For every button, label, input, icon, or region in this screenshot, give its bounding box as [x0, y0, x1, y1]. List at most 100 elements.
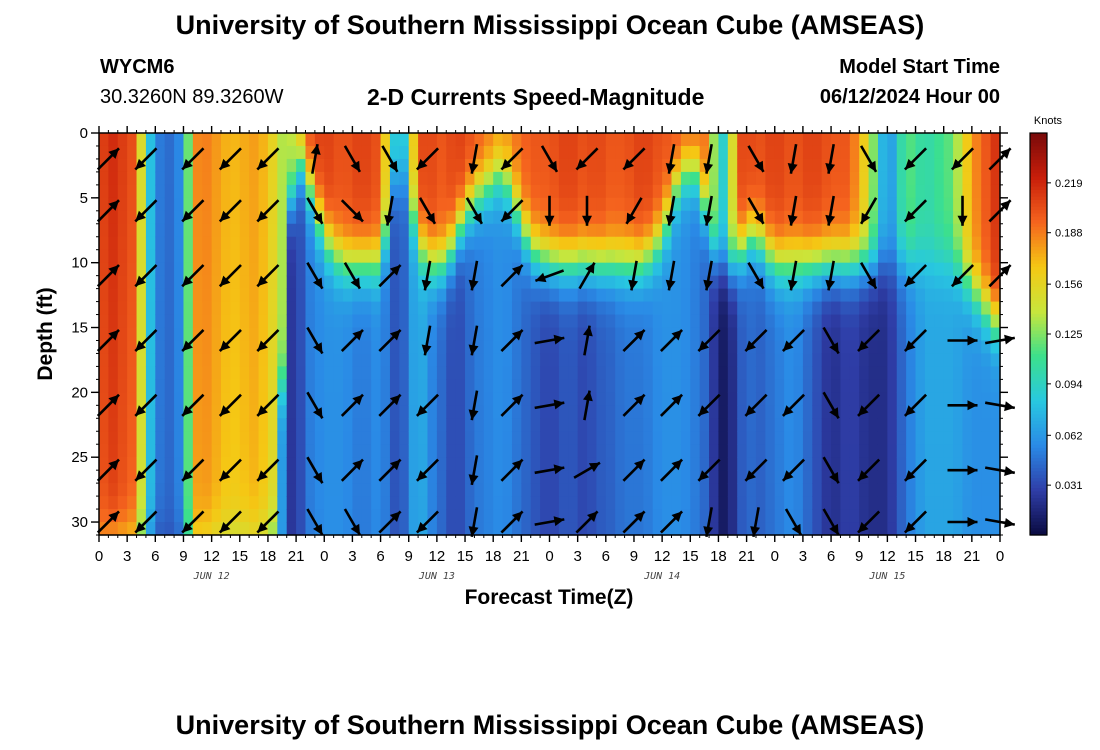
heatmap-cell	[877, 353, 888, 368]
heatmap-cell	[305, 158, 316, 173]
heatmap-cell	[127, 340, 138, 355]
heatmap-cell	[380, 392, 391, 406]
heatmap-cell	[605, 171, 616, 186]
heatmap-cell	[990, 366, 1001, 380]
heatmap-cell	[408, 470, 419, 484]
current-vector-arrow	[378, 264, 402, 288]
heatmap-cell	[389, 431, 400, 445]
heatmap-cell	[605, 197, 616, 212]
heatmap-cell	[380, 483, 391, 497]
heatmap-cell	[202, 418, 213, 432]
vector-head	[388, 160, 398, 172]
heatmap-cell	[549, 314, 560, 329]
heatmap-cell	[755, 262, 766, 277]
heatmap-cell	[699, 288, 710, 303]
heatmap-cell	[483, 418, 494, 432]
heatmap-cell	[408, 262, 419, 277]
heatmap-cell	[709, 301, 720, 316]
heatmap-cell	[765, 522, 776, 536]
heatmap-cell	[981, 431, 992, 445]
current-vector-arrow	[415, 510, 440, 534]
heatmap-cell	[352, 262, 363, 277]
heatmap-cell	[314, 262, 325, 277]
heatmap-cell	[127, 314, 138, 329]
heatmap-cell	[296, 405, 307, 419]
heatmap-cell	[436, 496, 447, 510]
heatmap-cell	[915, 171, 926, 186]
colorbar-segment	[1030, 524, 1047, 529]
heatmap-cell	[361, 171, 372, 186]
heatmap-cell	[784, 171, 795, 186]
heatmap-cell	[493, 366, 504, 380]
heatmap-cell	[521, 418, 532, 432]
current-vector-arrow	[534, 334, 565, 345]
heatmap-cell	[408, 418, 419, 432]
vector-head	[703, 163, 714, 174]
heatmap-cell	[324, 133, 335, 147]
heatmap-cell	[709, 197, 720, 212]
heatmap-cell	[896, 444, 907, 458]
heatmap-cell	[680, 133, 691, 147]
heatmap-cell	[117, 353, 128, 368]
heatmap-cell	[877, 249, 888, 264]
heatmap-cell	[380, 522, 391, 536]
colorbar-tick-label: 0.062	[1055, 430, 1083, 442]
heatmap-cell	[277, 262, 288, 277]
heatmap-cell	[568, 301, 579, 316]
heatmap-cell	[530, 509, 541, 523]
main-title-top: University of Southern Mississippi Ocean…	[175, 10, 925, 40]
heatmap-cell	[436, 366, 447, 380]
heatmap-cell	[371, 145, 382, 160]
heatmap-cell	[427, 288, 438, 303]
current-vector-arrow	[578, 262, 596, 290]
heatmap-cell	[174, 184, 185, 199]
vector-head	[904, 470, 916, 481]
heatmap-cell	[568, 184, 579, 199]
colorbar-segment	[1030, 236, 1047, 241]
vector-head	[1000, 200, 1011, 211]
x-tick-label: 15	[907, 548, 924, 565]
current-vector-arrow	[583, 390, 593, 421]
heatmap-cell	[887, 210, 898, 225]
heatmap-cell	[981, 301, 992, 316]
heatmap-cell	[624, 340, 635, 355]
heatmap-cell	[887, 171, 898, 186]
heatmap-cell	[699, 509, 710, 523]
heatmap-cell	[934, 366, 945, 380]
heatmap-cell	[465, 288, 476, 303]
heatmap-cell	[117, 262, 128, 277]
heatmap-cell	[587, 288, 598, 303]
heatmap-cell	[211, 327, 222, 342]
heatmap-cell	[849, 133, 860, 147]
heatmap-cell	[145, 133, 156, 147]
heatmap-cell	[962, 197, 973, 212]
heatmap-cell	[455, 418, 466, 432]
heatmap-cell	[662, 353, 673, 368]
heatmap-cell	[258, 366, 269, 380]
heatmap-cell	[183, 444, 194, 458]
heatmap-cell	[465, 509, 476, 523]
colorbar-segment	[1030, 327, 1047, 332]
heatmap-cell	[249, 171, 260, 186]
heatmap-cell	[418, 444, 429, 458]
heatmap-cell	[286, 210, 297, 225]
heatmap-cell	[211, 353, 222, 368]
heatmap-cell	[680, 470, 691, 484]
heatmap-cell	[962, 327, 973, 342]
heatmap-cell	[239, 327, 250, 342]
heatmap-cell	[427, 496, 438, 510]
heatmap-cell	[258, 301, 269, 316]
heatmap-cell	[155, 314, 166, 329]
heatmap-cell	[924, 262, 935, 277]
current-vector-arrow	[534, 516, 565, 527]
heatmap-cell	[624, 483, 635, 497]
heatmap-cell	[155, 405, 166, 419]
heatmap-cell	[699, 223, 710, 238]
heatmap-cell	[821, 470, 832, 484]
heatmap-cell	[211, 210, 222, 225]
heatmap-cell	[418, 210, 429, 225]
heatmap-cell	[633, 236, 644, 251]
heatmap-cell	[521, 249, 532, 264]
heatmap-cell	[249, 236, 260, 251]
heatmap-cell	[615, 236, 626, 251]
